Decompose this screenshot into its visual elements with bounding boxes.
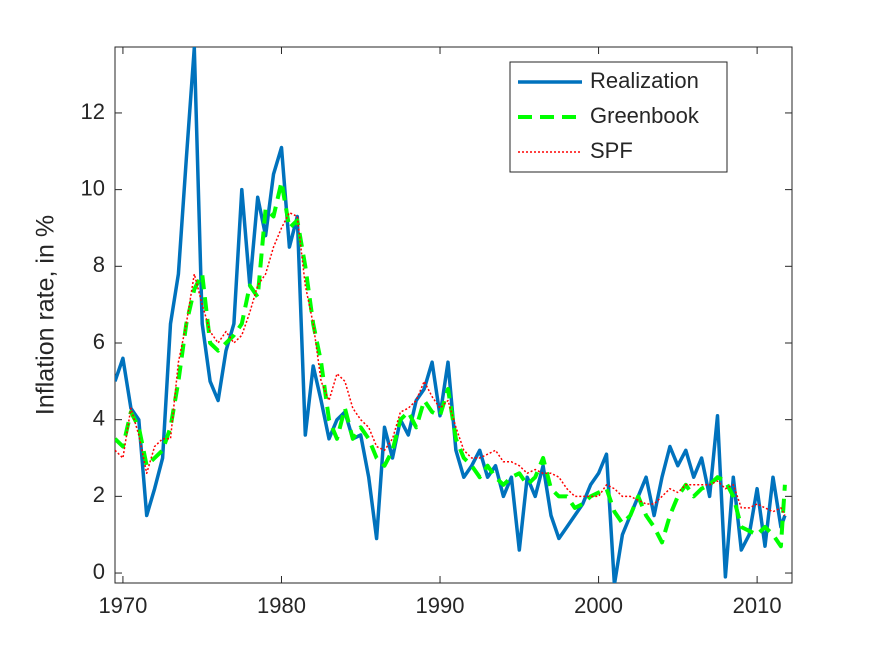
x-tick-label: 1980 (257, 593, 306, 618)
x-tick-label: 2000 (574, 593, 623, 618)
y-tick-label: 2 (93, 482, 105, 507)
y-tick-label: 6 (93, 329, 105, 354)
series-line (115, 211, 786, 516)
x-tick-label: 1990 (416, 593, 465, 618)
y-axis-label: Inflation rate, in % (32, 215, 60, 415)
y-tick-label: 0 (93, 559, 105, 584)
x-tick-label: 1970 (98, 593, 147, 618)
y-tick-label: 4 (93, 405, 105, 430)
y-tick-label: 8 (93, 252, 105, 277)
x-tick-label: 2010 (733, 593, 782, 618)
series-line (115, 180, 787, 549)
y-tick-label: 10 (81, 175, 105, 200)
legend-label: Realization (590, 68, 699, 93)
legend-label: SPF (590, 138, 633, 163)
legend-label: Greenbook (590, 103, 700, 128)
y-tick-label: 12 (81, 99, 105, 124)
